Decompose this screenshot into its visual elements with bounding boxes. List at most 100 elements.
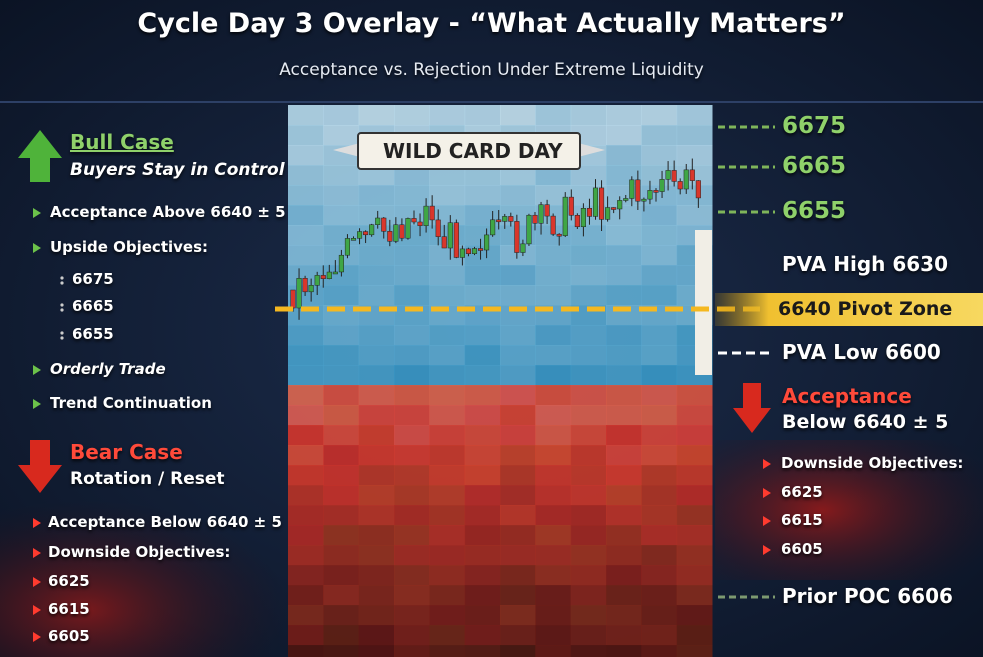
heat-cell [288,225,324,246]
heat-cell [464,585,501,606]
candle [393,224,399,242]
heat-cell [641,545,678,566]
candle [502,216,508,222]
bear-item: 6615 [48,600,90,618]
bull-subtitle: Buyers Stay in Control [70,160,285,180]
heat-cell [288,325,324,346]
heat-cell [323,445,360,466]
heat-cell [358,345,395,366]
heat-cell [394,425,430,446]
heat-cell [606,385,642,406]
heat-cell [641,345,678,366]
heat-cell [464,445,501,466]
candle [478,248,484,251]
heat-cell [429,605,466,626]
heat-cell [535,605,572,626]
heat-cell [288,185,324,206]
heat-cell [358,645,395,657]
heat-cell [676,205,713,226]
heat-cell [535,165,572,186]
heat-cell [358,385,395,406]
heat-cell [358,405,395,426]
candle [544,204,550,217]
heat-cell [429,585,466,606]
heat-cell [535,325,572,346]
heat-cell [676,505,713,526]
heat-cell [288,365,324,386]
heat-cell [288,105,324,126]
heat-cell [500,245,536,266]
heat-cell [535,105,572,126]
candle [429,205,435,221]
heat-cell [394,445,430,466]
bear-item: 6605 [48,627,90,645]
heat-cell [358,185,395,206]
heat-cell [323,105,360,126]
heat-cell [464,465,501,486]
heat-cell [288,605,324,626]
heat-cell [535,625,572,646]
candle [556,233,562,237]
candle [447,222,453,249]
heat-cell [429,285,466,306]
heat-cell [464,165,501,186]
candle [417,221,423,226]
heat-cell [288,425,324,446]
candle [592,187,599,217]
heat-cell [464,525,501,546]
heat-cell [358,465,395,486]
heat-cell [535,565,572,586]
candle [611,207,617,210]
heat-cell [606,325,642,346]
upside-level: 6675 [782,113,847,139]
heat-cell [394,265,430,286]
heat-edge [695,230,712,375]
bear-item: Acceptance Below 6640 ± 5 [48,513,282,531]
heat-cell [464,425,501,446]
heat-cell [394,585,430,606]
heat-cell [641,265,678,286]
heat-cell [500,585,536,606]
acceptance-item: 6605 [781,540,823,558]
candle [562,196,568,236]
heat-cell [323,365,360,386]
heat-cell [606,265,642,286]
heat-cell [394,525,430,546]
heat-cell [464,545,501,566]
heat-cell [535,585,572,606]
acceptance-subtitle: Below 6640 ± 5 [782,411,949,433]
heat-cell [323,565,360,586]
heat-cell [606,105,642,126]
heat-cell [464,645,501,657]
heat-cell [429,465,466,486]
heat-cell [464,605,501,626]
heat-cell [288,505,324,526]
heat-cell [288,645,324,657]
heat-cell [676,605,713,626]
candle [635,179,641,202]
heat-cell [358,285,395,306]
heat-cell [570,485,607,506]
heat-cell [606,205,642,226]
heat-cell [394,645,430,657]
heat-cell [500,645,536,657]
heat-cell [358,565,395,586]
bull-item: 6655 [72,325,114,343]
heat-cell [641,445,678,466]
heat-cell [429,205,466,226]
heat-cell [676,425,713,446]
candle [653,190,659,193]
heat-cell [606,425,642,446]
heat-cell [500,345,536,366]
heat-cell [288,245,324,266]
heat-cell [500,625,536,646]
heat-cell [500,605,536,626]
bull-item: Acceptance Above 6640 ± 5 [50,203,286,221]
heat-cell [535,485,572,506]
heat-cell [429,365,466,386]
heat-cell [606,585,642,606]
heat-cell [358,445,395,466]
heat-cell [394,345,430,366]
heat-cell [606,405,642,426]
heat-cell [606,365,642,386]
